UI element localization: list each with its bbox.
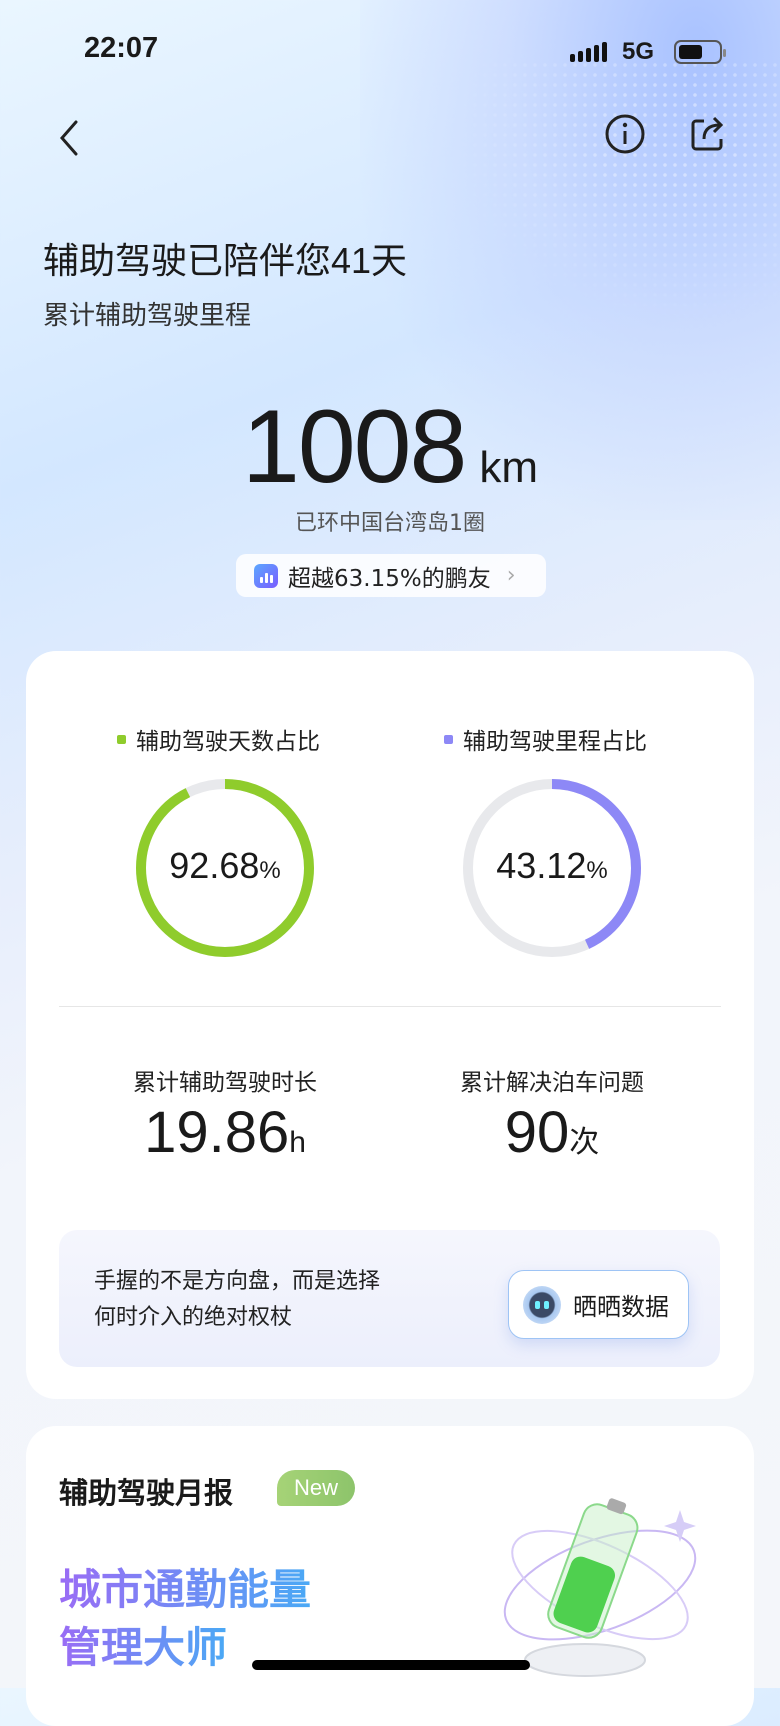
legend-days-label: 辅助驾驶天数占比 — [136, 729, 320, 755]
mileage-ratio-arc — [463, 779, 641, 957]
quote-text: 手握的不是方向盘，而是选择 何时介入的绝对权杖 — [94, 1269, 381, 1330]
legend-mileage-label: 辅助驾驶里程占比 — [463, 729, 647, 755]
parking-label: 累计解决泊车问题 — [460, 1070, 644, 1096]
home-indicator[interactable] — [252, 1660, 530, 1670]
duration-label: 累计辅助驾驶时长 — [133, 1070, 317, 1096]
battery-icon — [674, 40, 726, 64]
battery-illustration — [503, 1498, 697, 1677]
share-data-button[interactable]: 晒晒数据 — [508, 1270, 689, 1339]
mileage-value: 1008 — [241, 389, 467, 505]
mileage-unit: km — [479, 443, 538, 492]
monthly-headline-2: 管理大师 — [59, 1614, 227, 1675]
total-mileage: 1008 km — [0, 388, 780, 507]
signal-icon — [570, 42, 607, 62]
page-title: 辅助驾驶已陪伴您41天 — [43, 240, 408, 281]
chevron-left-icon[interactable] — [54, 118, 86, 158]
days-ratio-value: 92.68% — [169, 845, 281, 886]
monthly-title: 辅助驾驶月报 — [59, 1476, 234, 1510]
info-icon[interactable] — [604, 113, 646, 155]
duration-value: 19.86h — [144, 1100, 306, 1165]
new-badge: New — [277, 1470, 355, 1506]
legend-mileage: 辅助驾驶里程占比 — [444, 722, 647, 756]
days-ratio-ring — [136, 779, 314, 957]
mileage-ratio-value: 43.12% — [496, 845, 608, 886]
rank-pill[interactable]: 超越63.15%的鹏友 › — [236, 554, 546, 597]
background-glow — [360, 0, 780, 520]
legend-days: 辅助驾驶天数占比 — [117, 722, 320, 756]
rank-text: 超越63.15%的鹏友 — [288, 565, 491, 592]
network-type: 5G — [622, 38, 655, 65]
divider — [59, 1006, 721, 1007]
share-icon[interactable] — [688, 113, 728, 155]
monthly-report-card[interactable] — [26, 1426, 754, 1726]
status-time: 22:07 — [84, 32, 159, 64]
robot-icon — [523, 1285, 561, 1324]
page-subtitle: 累计辅助驾驶里程 — [43, 301, 252, 331]
mileage-comparison: 已环中国台湾岛1圈 — [295, 511, 485, 536]
parking-value: 90次 — [504, 1100, 600, 1165]
mileage-ratio-ring — [463, 779, 641, 957]
share-data-label: 晒晒数据 — [573, 1293, 669, 1321]
background-dots — [450, 60, 780, 320]
days-ratio-arc — [136, 779, 314, 957]
chevron-right-icon: › — [506, 563, 516, 588]
bar-chart-icon — [254, 563, 278, 588]
monthly-headline-1: 城市通勤能量 — [59, 1556, 311, 1617]
